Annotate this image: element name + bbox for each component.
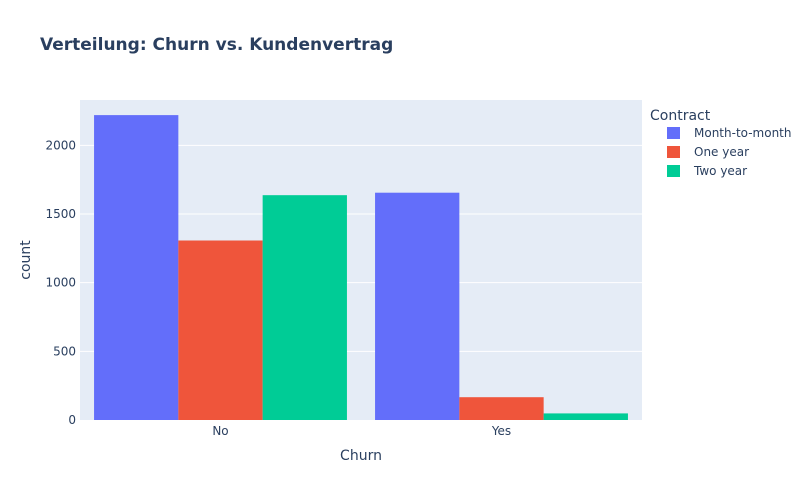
bar-month-to-month-yes[interactable] <box>375 192 460 420</box>
y-axis-ticks: 0 500 1000 1500 2000 <box>45 138 76 427</box>
legend-label: Month-to-month <box>694 126 792 140</box>
y-axis-title: count <box>18 240 34 280</box>
y-tick-label: 1000 <box>45 276 76 290</box>
bar-one-year-yes[interactable] <box>459 397 544 420</box>
chart-title: Verteilung: Churn vs. Kundenvertrag <box>40 35 393 55</box>
legend-title: Contract <box>650 108 711 124</box>
x-tick-label: No <box>212 424 228 438</box>
bar-two-year-no[interactable] <box>262 195 347 420</box>
bars <box>94 115 628 420</box>
legend-swatch <box>667 146 680 158</box>
legend-item[interactable]: One year <box>667 145 749 159</box>
legend-swatch <box>667 127 680 139</box>
x-axis-title: Churn <box>340 448 382 464</box>
y-tick-label: 2000 <box>45 138 76 152</box>
legend: Contract Month-to-month One year Two year <box>650 108 792 178</box>
y-tick-label: 500 <box>53 344 76 358</box>
legend-item[interactable]: Month-to-month <box>667 126 792 140</box>
x-tick-label: Yes <box>491 424 511 438</box>
y-tick-label: 0 <box>68 413 76 427</box>
x-axis-ticks: No Yes <box>212 424 511 438</box>
legend-item[interactable]: Two year <box>667 164 747 178</box>
legend-label: Two year <box>693 164 747 178</box>
bar-two-year-yes[interactable] <box>543 413 628 420</box>
legend-swatch <box>667 165 680 177</box>
bar-month-to-month-no[interactable] <box>94 115 179 420</box>
legend-label: One year <box>694 145 749 159</box>
y-tick-label: 1500 <box>45 207 76 221</box>
bar-one-year-no[interactable] <box>178 240 263 420</box>
